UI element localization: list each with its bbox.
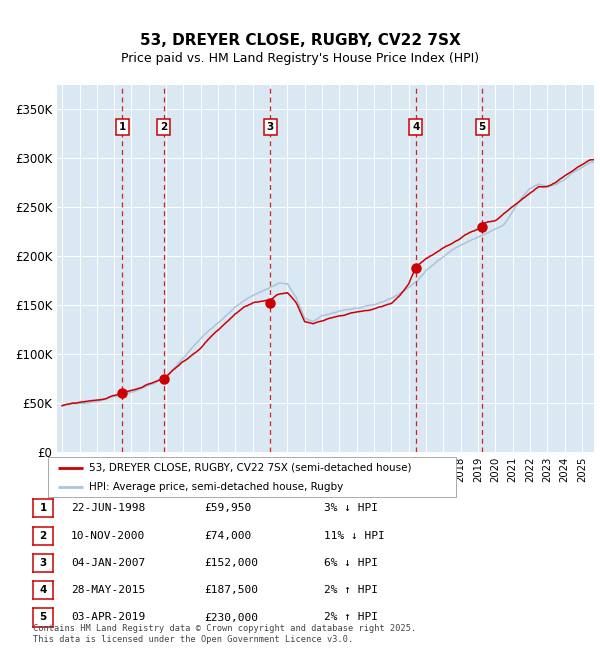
Text: 5: 5 bbox=[479, 122, 486, 132]
Text: Price paid vs. HM Land Registry's House Price Index (HPI): Price paid vs. HM Land Registry's House … bbox=[121, 52, 479, 65]
Text: 1: 1 bbox=[40, 503, 47, 514]
Text: 11% ↓ HPI: 11% ↓ HPI bbox=[324, 530, 385, 541]
Text: 3% ↓ HPI: 3% ↓ HPI bbox=[324, 503, 378, 514]
Text: 10-NOV-2000: 10-NOV-2000 bbox=[71, 530, 145, 541]
Text: £59,950: £59,950 bbox=[204, 503, 251, 514]
Text: HPI: Average price, semi-detached house, Rugby: HPI: Average price, semi-detached house,… bbox=[89, 482, 343, 492]
Text: £74,000: £74,000 bbox=[204, 530, 251, 541]
Text: 53, DREYER CLOSE, RUGBY, CV22 7SX (semi-detached house): 53, DREYER CLOSE, RUGBY, CV22 7SX (semi-… bbox=[89, 463, 412, 473]
Text: 5: 5 bbox=[40, 612, 47, 623]
Text: 53, DREYER CLOSE, RUGBY, CV22 7SX: 53, DREYER CLOSE, RUGBY, CV22 7SX bbox=[140, 32, 460, 48]
Text: 2: 2 bbox=[160, 122, 167, 132]
Text: 22-JUN-1998: 22-JUN-1998 bbox=[71, 503, 145, 514]
Text: 03-APR-2019: 03-APR-2019 bbox=[71, 612, 145, 623]
Text: 1: 1 bbox=[119, 122, 126, 132]
Text: £152,000: £152,000 bbox=[204, 558, 258, 568]
Text: 4: 4 bbox=[40, 585, 47, 595]
Text: 2: 2 bbox=[40, 530, 47, 541]
Text: £230,000: £230,000 bbox=[204, 612, 258, 623]
Text: 2% ↑ HPI: 2% ↑ HPI bbox=[324, 585, 378, 595]
Text: 3: 3 bbox=[40, 558, 47, 568]
Text: 28-MAY-2015: 28-MAY-2015 bbox=[71, 585, 145, 595]
Text: 3: 3 bbox=[266, 122, 274, 132]
Text: 04-JAN-2007: 04-JAN-2007 bbox=[71, 558, 145, 568]
Text: 2% ↑ HPI: 2% ↑ HPI bbox=[324, 612, 378, 623]
Text: 4: 4 bbox=[412, 122, 419, 132]
Text: Contains HM Land Registry data © Crown copyright and database right 2025.
This d: Contains HM Land Registry data © Crown c… bbox=[33, 624, 416, 644]
Text: £187,500: £187,500 bbox=[204, 585, 258, 595]
Text: 6% ↓ HPI: 6% ↓ HPI bbox=[324, 558, 378, 568]
